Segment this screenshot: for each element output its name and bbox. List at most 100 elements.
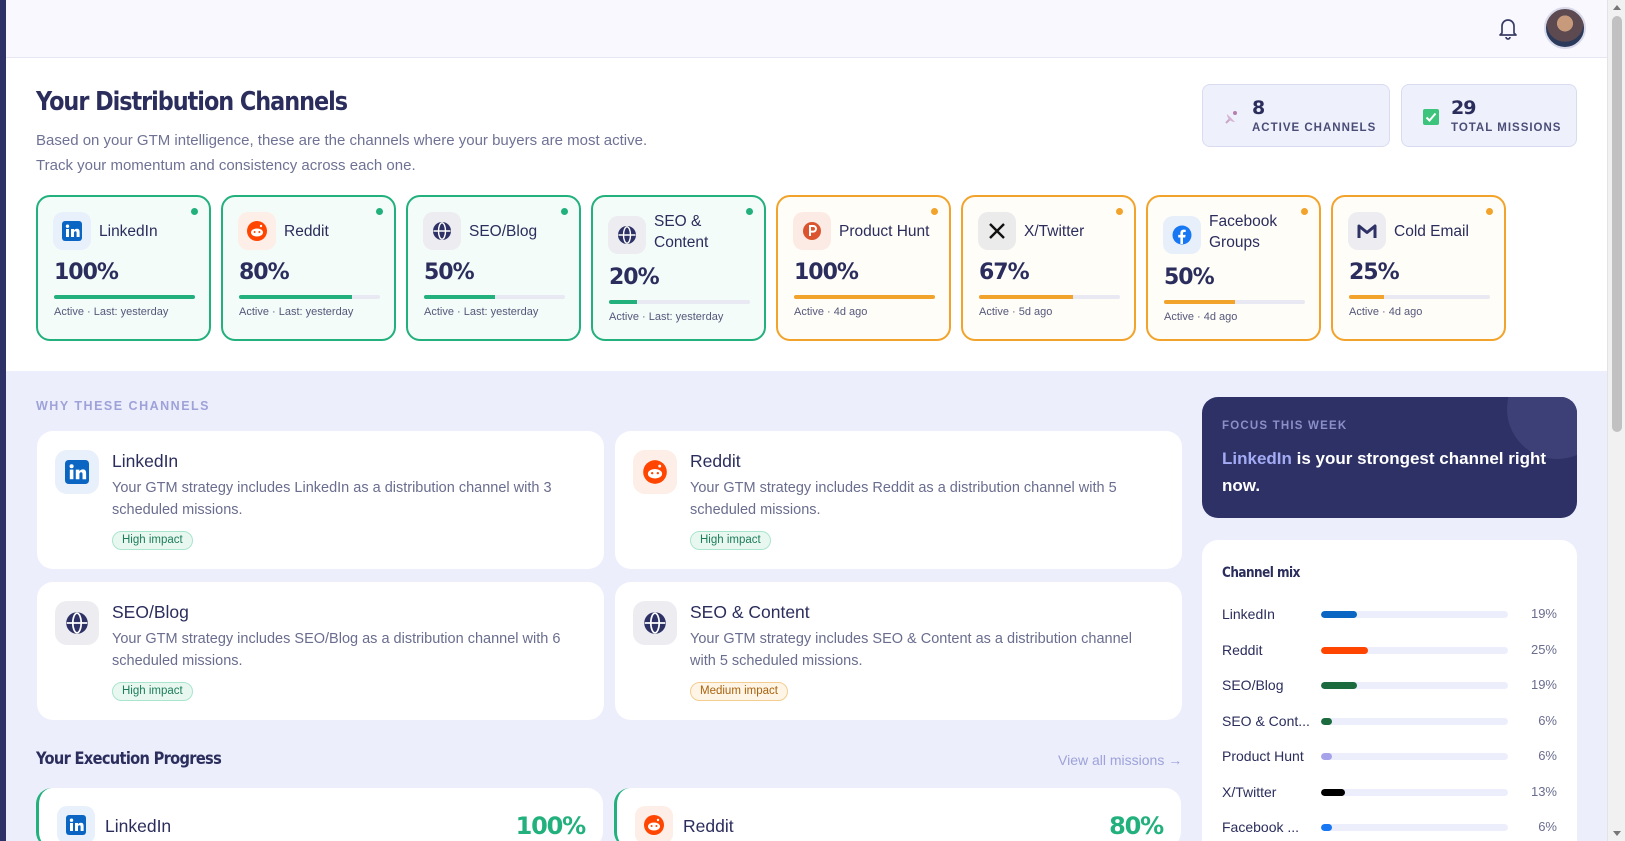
satellite-dish-icon xyxy=(1225,111,1237,124)
channel-meta: Active · 4d ago xyxy=(1164,311,1238,323)
progress-fill xyxy=(54,295,195,299)
facebook-icon xyxy=(1163,216,1201,254)
channel-card-seo-blog[interactable]: SEO/Blog 50% Active · Last: yesterday xyxy=(406,195,581,341)
channel-percent: 80% xyxy=(239,260,290,285)
progress-card-percent: 100% xyxy=(515,812,587,840)
channel-progress-bar xyxy=(239,295,380,299)
channel-progress-bar xyxy=(424,295,565,299)
channel-card-linkedin[interactable]: LinkedIn 100% Active · Last: yesterday xyxy=(36,195,211,341)
mix-row-value: 6% xyxy=(1538,748,1557,763)
channel-meta: Active · 4d ago xyxy=(794,306,868,318)
mix-row-value: 6% xyxy=(1538,713,1557,728)
channel-progress-bar xyxy=(54,295,195,299)
mix-row: SEO & Cont... 6% xyxy=(1222,711,1557,731)
x-twitter-icon xyxy=(978,212,1016,250)
mix-row-name: LinkedIn xyxy=(1222,606,1275,622)
channel-name: Product Hunt xyxy=(839,223,930,240)
mix-row-bar xyxy=(1321,611,1508,618)
mix-row: Facebook ... 6% xyxy=(1222,817,1557,837)
globe-icon xyxy=(608,216,646,254)
channel-meta: Active · 5d ago xyxy=(979,306,1053,318)
channel-mix-heading: Channel mix xyxy=(1222,565,1300,581)
channel-meta: Active · 4d ago xyxy=(1349,306,1423,318)
channel-progress-bar xyxy=(609,300,750,304)
why-card-title: SEO/Blog xyxy=(112,602,189,622)
status-dot xyxy=(746,208,753,215)
reddit-icon xyxy=(238,212,276,250)
channel-percent: 50% xyxy=(424,260,475,285)
channel-meta: Active · Last: yesterday xyxy=(54,306,169,318)
focus-kicker: FOCUS THIS WEEK xyxy=(1222,420,1348,432)
total-missions-value: 29 xyxy=(1451,97,1476,119)
impact-badge: Medium impact xyxy=(690,682,788,701)
globe-icon xyxy=(633,601,677,645)
channel-card-product-hunt[interactable]: Product Hunt 100% Active · 4d ago xyxy=(776,195,951,341)
focus-text: LinkedIn is your strongest channel right… xyxy=(1222,445,1552,499)
active-channels-value: 8 xyxy=(1252,97,1265,119)
progress-fill xyxy=(609,300,638,304)
mix-row-bar xyxy=(1321,682,1508,689)
reddit-icon xyxy=(633,450,677,494)
progress-card-reddit[interactable]: Reddit 80% xyxy=(614,788,1181,841)
channel-progress-bar xyxy=(1164,300,1305,304)
mix-row-value: 13% xyxy=(1530,784,1557,799)
linkedin-icon xyxy=(57,806,95,841)
bell-icon[interactable] xyxy=(1496,15,1520,41)
scroll-up-arrow-icon[interactable] xyxy=(1613,5,1621,10)
mix-row-name: X/Twitter xyxy=(1222,784,1277,800)
mix-row-value: 6% xyxy=(1538,819,1557,834)
channel-name: SEO/Blog xyxy=(469,223,538,240)
gmail-icon xyxy=(1348,212,1386,250)
total-missions-label: TOTAL MISSIONS xyxy=(1451,122,1562,134)
why-card-description: Your GTM strategy includes LinkedIn as a… xyxy=(112,480,552,518)
mix-row: Product Hunt 6% xyxy=(1222,746,1557,766)
channel-card-cold-email[interactable]: Cold Email 25% Active · 4d ago xyxy=(1331,195,1506,341)
progress-fill xyxy=(1349,295,1385,299)
channel-card-x-twitter[interactable]: X/Twitter 67% Active · 5d ago xyxy=(961,195,1136,341)
channel-name: Reddit xyxy=(284,223,329,240)
why-card-title: LinkedIn xyxy=(112,451,179,471)
why-card-seo-content: SEO & Content Your GTM strategy includes… xyxy=(615,582,1182,720)
impact-badge: High impact xyxy=(112,531,193,550)
channel-meta: Active · Last: yesterday xyxy=(239,306,354,318)
top-bar xyxy=(6,0,1607,58)
mix-row: SEO/Blog 19% xyxy=(1222,675,1557,695)
channel-meta: Active · Last: yesterday xyxy=(609,311,724,323)
execution-heading: Your Execution Progress xyxy=(36,749,222,769)
mix-row-fill xyxy=(1321,824,1333,831)
scroll-down-arrow-icon[interactable] xyxy=(1613,831,1621,836)
page-subtitle: Based on your GTM intelligence, these ar… xyxy=(36,132,648,174)
channel-card-seo-content[interactable]: SEO & Content 20% Active · Last: yesterd… xyxy=(591,195,766,341)
status-dot xyxy=(1116,208,1123,215)
mix-row-bar xyxy=(1321,789,1508,796)
channel-name: Cold Email xyxy=(1394,223,1469,240)
channel-percent: 100% xyxy=(794,260,859,285)
mix-row-bar xyxy=(1321,647,1508,654)
channel-name: Facebook Groups xyxy=(1209,213,1278,251)
mix-row: LinkedIn 19% xyxy=(1222,604,1557,624)
mix-row-name: Product Hunt xyxy=(1222,748,1304,764)
mix-row: Reddit 25% xyxy=(1222,640,1557,660)
why-card-reddit: Reddit Your GTM strategy includes Reddit… xyxy=(615,431,1182,569)
check-box-icon xyxy=(1423,109,1439,125)
channel-card-reddit[interactable]: Reddit 80% Active · Last: yesterday xyxy=(221,195,396,341)
status-dot xyxy=(1301,208,1308,215)
view-all-missions-link[interactable]: View all missions → xyxy=(1058,752,1183,768)
product-hunt-icon xyxy=(793,212,831,250)
mix-row-value: 19% xyxy=(1530,677,1557,692)
status-dot xyxy=(1486,208,1493,215)
globe-icon xyxy=(55,601,99,645)
progress-fill xyxy=(794,295,935,299)
status-dot xyxy=(561,208,568,215)
status-dot xyxy=(191,208,198,215)
channel-mix-card: Channel mix LinkedIn 19% Reddit 25% SEO/Bl… xyxy=(1202,540,1577,841)
progress-card-linkedin[interactable]: LinkedIn 100% xyxy=(36,788,603,841)
active-channels-label: ACTIVE CHANNELS xyxy=(1252,122,1377,134)
channel-card-facebook-groups[interactable]: Facebook Groups 50% Active · 4d ago xyxy=(1146,195,1321,341)
status-dot xyxy=(931,208,938,215)
mix-row-fill xyxy=(1321,718,1333,725)
total-missions-stat: 29 TOTAL MISSIONS xyxy=(1401,84,1577,147)
vertical-scrollbar[interactable] xyxy=(1607,0,1625,841)
scrollbar-thumb[interactable] xyxy=(1612,16,1622,432)
avatar[interactable] xyxy=(1544,7,1586,49)
